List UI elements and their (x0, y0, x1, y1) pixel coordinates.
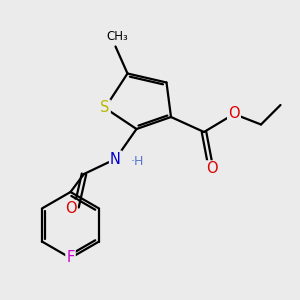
Text: O: O (65, 201, 76, 216)
Text: O: O (206, 161, 217, 176)
Text: O: O (228, 106, 240, 122)
Text: N: N (110, 152, 121, 166)
Text: CH₃: CH₃ (106, 30, 128, 43)
Text: ·H: ·H (130, 155, 144, 168)
Text: S: S (100, 100, 110, 116)
Text: F: F (66, 250, 75, 266)
